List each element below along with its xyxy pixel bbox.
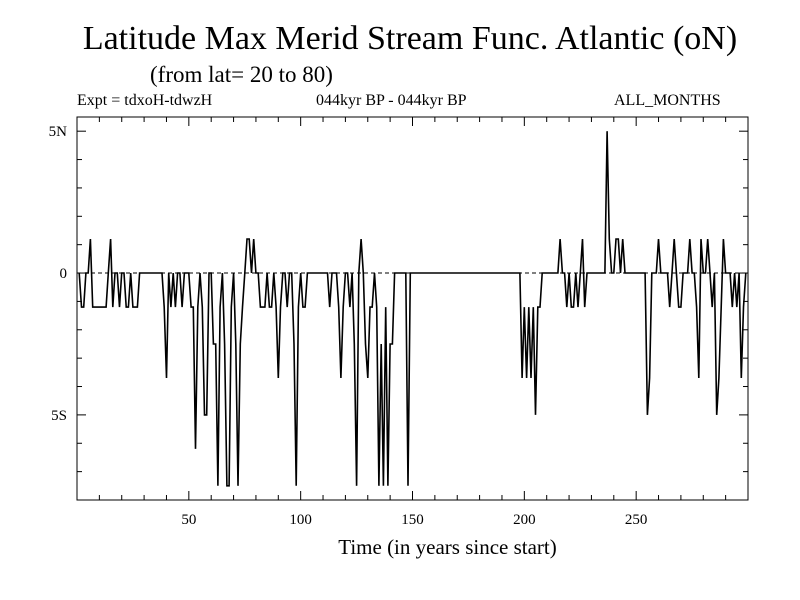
season-label: ALL_MONTHS [614,92,721,109]
x-tick-label: 100 [289,512,312,528]
y-tick-label: 0 [60,266,68,282]
series-line [78,131,747,487]
x-tick-label: 50 [181,512,196,528]
chart-series [78,131,747,487]
chart-subtitle: (from lat= 20 to 80) [150,62,333,87]
y-tick-label: 5N [49,124,68,140]
plot-frame [76,116,749,501]
chart-axes [76,116,749,501]
chart-title: Latitude Max Merid Stream Func. Atlantic… [82,20,738,57]
chart-labels: 50 100 150 200 250 5N 0 5S Time (in years since … [49,124,648,559]
x-tick-label: 150 [401,512,424,528]
experiment-label: Expt = tdxoH-tdwzH [77,92,213,109]
period-label: 044kyr BP - 044kyr BP [316,92,467,109]
x-axis-label: Time (in years since start) [338,535,557,559]
x-tick-label: 200 [513,512,536,528]
y-tick-label: 5S [51,408,67,424]
x-tick-label: 250 [625,512,648,528]
